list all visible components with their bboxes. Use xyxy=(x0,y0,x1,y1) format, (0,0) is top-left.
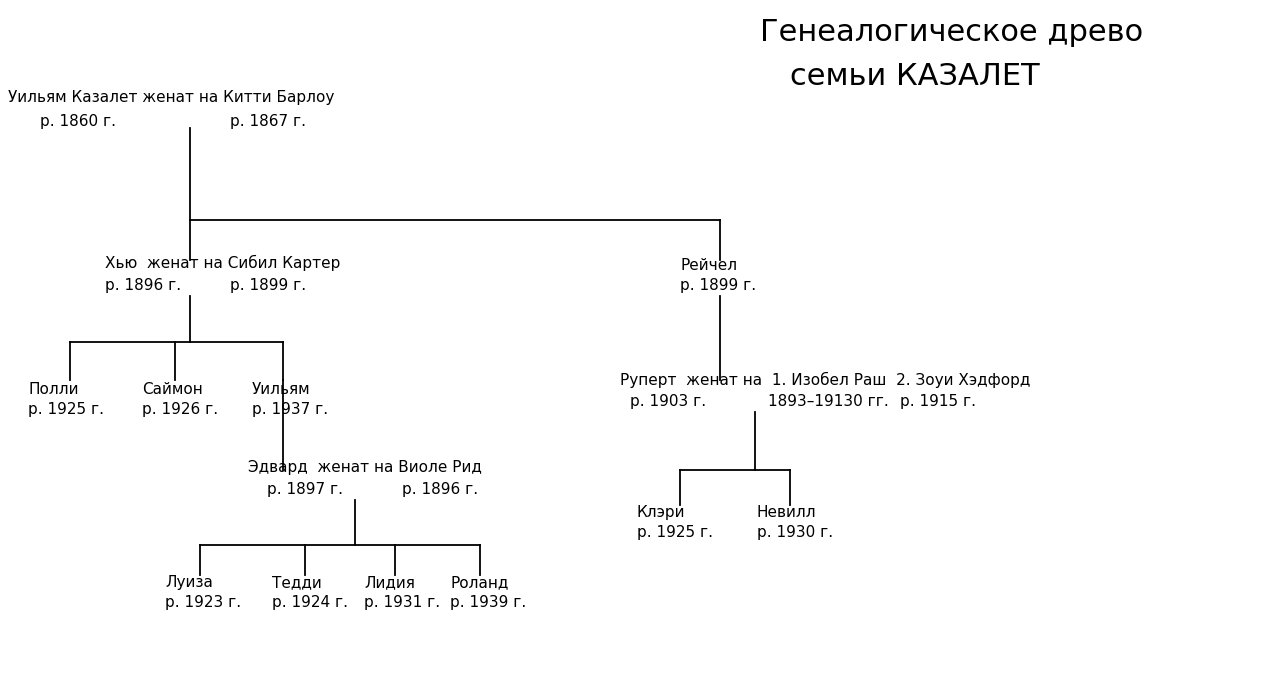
Text: р. 1899 г.: р. 1899 г. xyxy=(230,278,306,293)
Text: р. 1860 г.: р. 1860 г. xyxy=(41,114,116,129)
Text: Руперт  женат на  1. Изобел Раш  2. Зоуи Хэдфорд: Руперт женат на 1. Изобел Раш 2. Зоуи Хэ… xyxy=(620,372,1031,388)
Text: р. 1926 г.: р. 1926 г. xyxy=(142,402,218,417)
Text: р. 1924 г.: р. 1924 г. xyxy=(272,595,348,610)
Text: Рейчел: Рейчел xyxy=(680,258,737,273)
Text: 1893–19130 гг.: 1893–19130 гг. xyxy=(768,394,889,409)
Text: р. 1939 г.: р. 1939 г. xyxy=(449,595,527,610)
Text: Эдвард  женат на Виоле Рид: Эдвард женат на Виоле Рид xyxy=(248,460,482,475)
Text: Генеалогическое древо: Генеалогическое древо xyxy=(760,18,1143,47)
Text: р. 1896 г.: р. 1896 г. xyxy=(403,482,479,497)
Text: р. 1923 г.: р. 1923 г. xyxy=(165,595,241,610)
Text: р. 1896 г.: р. 1896 г. xyxy=(105,278,181,293)
Text: р. 1915 г.: р. 1915 г. xyxy=(900,394,976,409)
Text: р. 1867 г.: р. 1867 г. xyxy=(230,114,306,129)
Text: Уильям: Уильям xyxy=(252,382,310,397)
Text: Луиза: Луиза xyxy=(165,575,213,590)
Text: р. 1899 г.: р. 1899 г. xyxy=(680,278,756,293)
Text: Хью  женат на Сибил Картер: Хью женат на Сибил Картер xyxy=(105,255,341,271)
Text: р. 1925 г.: р. 1925 г. xyxy=(637,525,713,540)
Text: Уильям Казалет женат на Китти Барлоу: Уильям Казалет женат на Китти Барлоу xyxy=(8,90,334,105)
Text: р. 1903 г.: р. 1903 г. xyxy=(630,394,706,409)
Text: Клэри: Клэри xyxy=(637,505,685,520)
Text: Роланд: Роланд xyxy=(449,575,509,590)
Text: р. 1897 г.: р. 1897 г. xyxy=(267,482,343,497)
Text: р. 1931 г.: р. 1931 г. xyxy=(365,595,441,610)
Text: семьи КАЗАЛЕТ: семьи КАЗАЛЕТ xyxy=(790,62,1039,91)
Text: Невилл: Невилл xyxy=(757,505,817,520)
Text: Лидия: Лидия xyxy=(365,575,415,590)
Text: р. 1930 г.: р. 1930 г. xyxy=(757,525,833,540)
Text: р. 1937 г.: р. 1937 г. xyxy=(252,402,328,417)
Text: р. 1925 г.: р. 1925 г. xyxy=(28,402,104,417)
Text: Полли: Полли xyxy=(28,382,78,397)
Text: Саймон: Саймон xyxy=(142,382,203,397)
Text: Тедди: Тедди xyxy=(272,575,322,590)
